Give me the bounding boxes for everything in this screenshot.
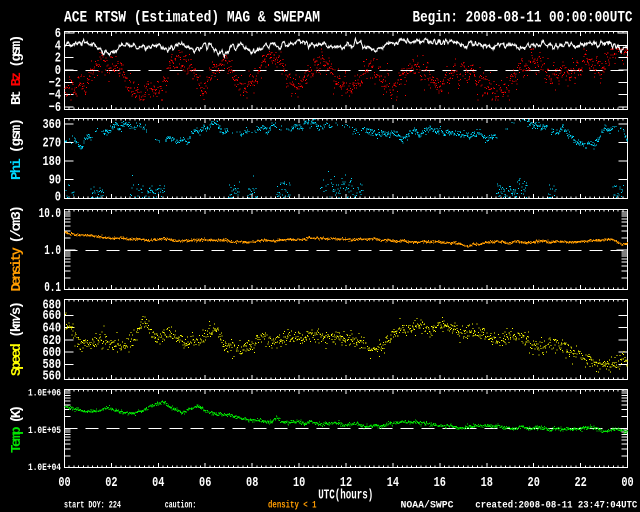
svg-text:(K): (K) xyxy=(9,406,25,423)
svg-text:6: 6 xyxy=(55,26,61,42)
svg-text:Density: Density xyxy=(9,246,25,291)
svg-text:Phi: Phi xyxy=(9,159,25,180)
svg-text:00: 00 xyxy=(621,475,633,491)
svg-text:1.0E+04: 1.0E+04 xyxy=(28,463,61,474)
svg-text:−4: −4 xyxy=(49,88,61,104)
svg-text:(/cm3): (/cm3) xyxy=(9,206,25,243)
svg-text:680: 680 xyxy=(43,298,62,314)
svg-text:ACE RTSW (Estimated) MAG & SWE: ACE RTSW (Estimated) MAG & SWEPAM xyxy=(64,9,320,27)
svg-text:640: 640 xyxy=(43,321,62,337)
svg-text:02: 02 xyxy=(105,475,117,491)
svg-text:Begin: 2008-08-11 00:00:00UTC: Begin: 2008-08-11 00:00:00UTC xyxy=(413,9,633,27)
svg-text:06: 06 xyxy=(199,475,211,491)
svg-text:12: 12 xyxy=(340,475,352,491)
svg-text:00: 00 xyxy=(58,475,70,491)
svg-text:360: 360 xyxy=(43,117,62,133)
svg-text:Bt: Bt xyxy=(9,91,25,105)
svg-text:22: 22 xyxy=(574,475,586,491)
svg-text:created:2008-08-11 23:47:04UTC: created:2008-08-11 23:47:04UTC xyxy=(475,500,637,512)
svg-text:10.0: 10.0 xyxy=(39,206,61,222)
svg-text:Bz: Bz xyxy=(9,72,25,86)
svg-text:04: 04 xyxy=(152,475,164,491)
svg-text:0: 0 xyxy=(55,63,61,79)
svg-text:90: 90 xyxy=(49,173,61,189)
svg-text:560: 560 xyxy=(43,369,62,385)
svg-text:NOAA/SWPC: NOAA/SWPC xyxy=(401,500,454,512)
svg-text:1.0E+05: 1.0E+05 xyxy=(28,426,61,437)
svg-text:20: 20 xyxy=(528,475,540,491)
svg-text:−6: −6 xyxy=(49,100,61,116)
svg-text:density < 1: density < 1 xyxy=(268,500,317,512)
svg-text:600: 600 xyxy=(43,345,62,361)
svg-text:4: 4 xyxy=(55,38,61,54)
svg-text:10: 10 xyxy=(293,475,305,491)
svg-text:0.1: 0.1 xyxy=(44,280,61,296)
svg-text:1.0E+06: 1.0E+06 xyxy=(28,389,61,400)
svg-text:0: 0 xyxy=(55,190,61,206)
svg-text:14: 14 xyxy=(387,475,399,491)
svg-text:270: 270 xyxy=(43,136,62,152)
svg-text:(gsm): (gsm) xyxy=(9,36,25,68)
svg-text:1.0: 1.0 xyxy=(44,243,61,259)
svg-text:620: 620 xyxy=(43,333,62,349)
svg-text:(km/s): (km/s) xyxy=(9,302,25,338)
svg-text:caution:: caution: xyxy=(165,500,197,512)
svg-text:660: 660 xyxy=(43,308,62,324)
svg-text:(gsm): (gsm) xyxy=(9,119,25,153)
svg-text:−2: −2 xyxy=(49,75,61,91)
svg-text:08: 08 xyxy=(246,475,258,491)
svg-text:Temp: Temp xyxy=(9,427,25,453)
svg-text:start DOY: 224: start DOY: 224 xyxy=(64,501,121,512)
svg-text:UTC(hours): UTC(hours) xyxy=(318,488,373,504)
svg-text:Speed: Speed xyxy=(9,344,25,376)
svg-text:180: 180 xyxy=(43,154,62,170)
svg-text:2: 2 xyxy=(55,51,61,67)
svg-text:580: 580 xyxy=(43,357,62,373)
svg-text:16: 16 xyxy=(434,475,446,491)
svg-text:18: 18 xyxy=(481,475,493,491)
